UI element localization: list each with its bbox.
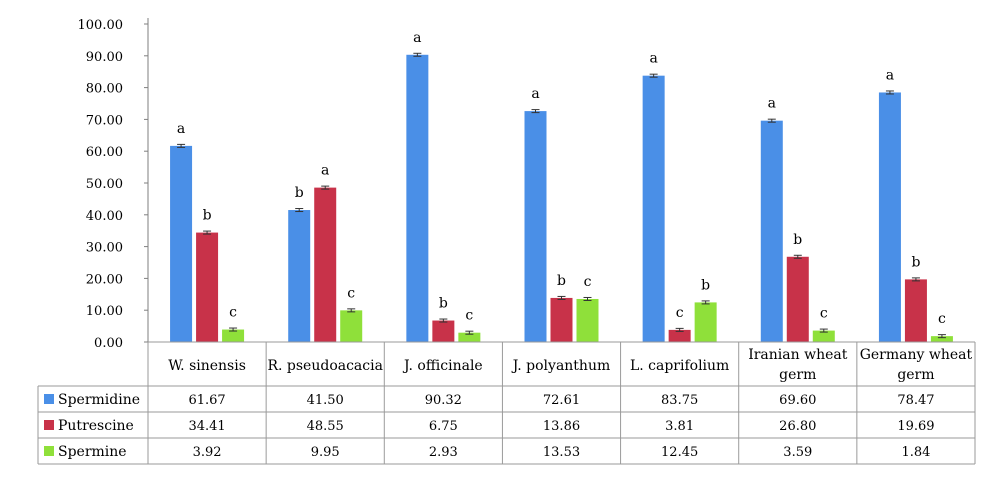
bar-spermine <box>458 332 481 342</box>
table-value: 13.53 <box>543 445 580 460</box>
table-value: 41.50 <box>307 393 344 408</box>
significance-letter: b <box>439 296 448 312</box>
y-tick-label: 90.00 <box>86 50 123 65</box>
table-value: 78.47 <box>897 393 934 408</box>
bar-spermidine <box>642 75 665 343</box>
y-tick-label: 80.00 <box>86 82 123 97</box>
category-label: J. officinale <box>402 358 483 374</box>
table-value: 13.86 <box>543 419 580 434</box>
category-label: Germany wheat <box>860 347 973 363</box>
table-value: 48.55 <box>307 419 344 434</box>
significance-letter: c <box>465 308 473 324</box>
significance-letter: a <box>177 121 185 137</box>
table-value: 9.95 <box>311 445 340 460</box>
significance-letter: b <box>701 277 710 293</box>
bar-putrescine <box>668 329 691 342</box>
bar-spermine <box>694 302 717 342</box>
significance-letter: a <box>768 96 776 112</box>
category-label: W. sinensis <box>168 358 246 374</box>
significance-letter: a <box>321 163 329 179</box>
significance-letter: c <box>676 305 684 321</box>
category-label: germ <box>897 367 934 383</box>
bar-putrescine <box>196 232 219 342</box>
table-value: 69.60 <box>779 393 816 408</box>
bar-putrescine <box>550 297 573 342</box>
bar-spermidine <box>760 120 783 342</box>
table-value: 61.67 <box>188 393 225 408</box>
table-value: 1.84 <box>901 445 930 460</box>
bar-spermine <box>222 329 245 342</box>
significance-letter: a <box>886 67 894 83</box>
significance-letter: a <box>413 30 421 46</box>
bar-spermidine <box>288 210 311 342</box>
table-value: 3.92 <box>193 445 222 460</box>
category-label: Iranian wheat <box>748 347 848 363</box>
bar-spermidine <box>406 54 429 342</box>
significance-letter: b <box>793 232 802 248</box>
y-tick-label: 100.00 <box>78 18 124 33</box>
significance-letter: c <box>347 285 355 301</box>
category-label: R. pseudoacacia <box>267 358 382 374</box>
bar-putrescine <box>904 279 927 342</box>
category-label: L. caprifolium <box>630 358 729 374</box>
y-tick-label: 20.00 <box>86 272 123 287</box>
bar-spermidine <box>170 145 193 342</box>
y-tick-label: 0.00 <box>94 336 123 351</box>
table-value: 3.81 <box>665 419 694 434</box>
legend-key-spermine <box>44 446 54 456</box>
data-table: W. sinensis R. pseudoacacia J. officinale J… <box>37 341 976 465</box>
bar-spermine <box>930 336 953 342</box>
y-axis: 0.00 10.00 20.00 30.00 40.00 50.00 60.00 70.00 8… <box>78 18 149 351</box>
table-value: 2.93 <box>429 445 458 460</box>
significance-letter: b <box>295 185 304 201</box>
significance-letter: c <box>938 311 946 327</box>
significance-letter: b <box>557 273 566 289</box>
bar-spermidine <box>878 92 901 343</box>
table-value: 72.61 <box>543 393 580 408</box>
legend-label: Spermidine <box>58 392 140 408</box>
bars: a b c b a c a b c a b c a c b a b c a b c <box>170 30 953 343</box>
legend-key-putrescine <box>44 420 54 430</box>
bar-spermine <box>576 298 599 342</box>
significance-letter: a <box>649 51 657 67</box>
table-value: 34.41 <box>188 419 225 434</box>
table-value: 19.69 <box>897 419 934 434</box>
category-label: germ <box>779 367 816 383</box>
legend-label: Putrescine <box>58 418 134 434</box>
bar-spermine <box>340 310 363 342</box>
y-tick-label: 60.00 <box>86 145 123 160</box>
table-value: 26.80 <box>779 419 816 434</box>
bar-putrescine <box>432 320 455 342</box>
y-tick-label: 30.00 <box>86 241 123 256</box>
table-value: 6.75 <box>429 419 458 434</box>
y-tick-label: 50.00 <box>86 177 123 192</box>
bar-spermine <box>812 330 835 342</box>
significance-letter: a <box>531 86 539 102</box>
table-value: 90.32 <box>425 393 462 408</box>
y-tick-label: 40.00 <box>86 209 123 224</box>
table-value: 83.75 <box>661 393 698 408</box>
y-tick-label: 70.00 <box>86 113 123 128</box>
table-value: 12.45 <box>661 445 698 460</box>
category-label: J. polyanthum <box>511 358 611 374</box>
significance-letter: b <box>911 254 920 270</box>
table-value: 3.59 <box>783 445 812 460</box>
significance-letter: c <box>820 306 828 322</box>
bar-putrescine <box>786 256 809 342</box>
legend-label: Spermine <box>58 444 127 460</box>
y-tick-label: 10.00 <box>86 304 123 319</box>
bar-spermidine <box>524 111 547 343</box>
significance-letter: c <box>229 305 237 321</box>
significance-letter: b <box>203 208 212 224</box>
bar-putrescine <box>314 187 337 342</box>
legend-key-spermidine <box>44 394 54 404</box>
significance-letter: c <box>584 274 592 290</box>
